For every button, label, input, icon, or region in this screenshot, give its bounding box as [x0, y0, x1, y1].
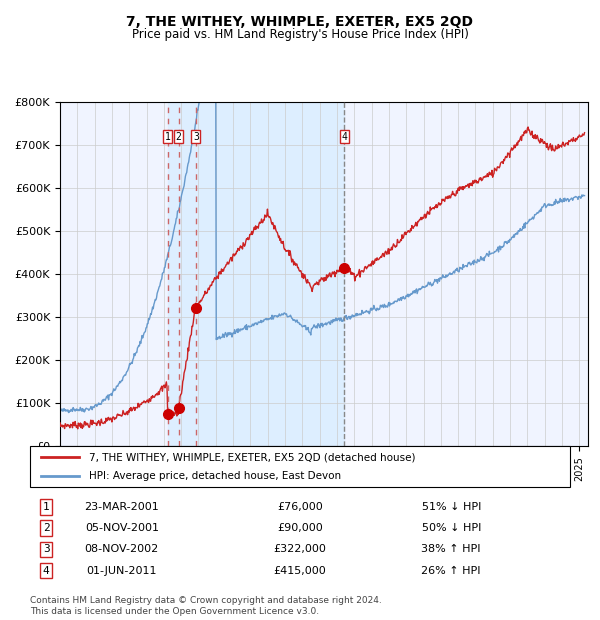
Text: 1: 1	[165, 131, 170, 142]
Text: 1: 1	[43, 502, 50, 512]
Text: 2: 2	[176, 131, 182, 142]
Text: 4: 4	[43, 565, 50, 575]
Text: HPI: Average price, detached house, East Devon: HPI: Average price, detached house, East…	[89, 471, 341, 481]
Text: 3: 3	[43, 544, 50, 554]
Text: 26% ↑ HPI: 26% ↑ HPI	[421, 565, 481, 575]
Text: 7, THE WITHEY, WHIMPLE, EXETER, EX5 2QD: 7, THE WITHEY, WHIMPLE, EXETER, EX5 2QD	[127, 16, 473, 30]
Text: 23-MAR-2001: 23-MAR-2001	[85, 502, 159, 512]
Text: 2: 2	[43, 523, 50, 533]
Text: £76,000: £76,000	[277, 502, 323, 512]
Text: 05-NOV-2001: 05-NOV-2001	[85, 523, 159, 533]
Text: 51% ↓ HPI: 51% ↓ HPI	[422, 502, 481, 512]
Text: £90,000: £90,000	[277, 523, 323, 533]
Text: 4: 4	[341, 131, 347, 142]
Text: Contains HM Land Registry data © Crown copyright and database right 2024.
This d: Contains HM Land Registry data © Crown c…	[30, 596, 382, 616]
Text: £322,000: £322,000	[274, 544, 326, 554]
Text: 38% ↑ HPI: 38% ↑ HPI	[421, 544, 481, 554]
Text: 50% ↓ HPI: 50% ↓ HPI	[422, 523, 481, 533]
Text: £415,000: £415,000	[274, 565, 326, 575]
Text: 08-NOV-2002: 08-NOV-2002	[85, 544, 159, 554]
Bar	[167, 102, 344, 446]
Text: 01-JUN-2011: 01-JUN-2011	[86, 565, 157, 575]
Text: 7, THE WITHEY, WHIMPLE, EXETER, EX5 2QD (detached house): 7, THE WITHEY, WHIMPLE, EXETER, EX5 2QD …	[89, 452, 416, 463]
Text: 3: 3	[193, 131, 199, 142]
Text: Price paid vs. HM Land Registry's House Price Index (HPI): Price paid vs. HM Land Registry's House …	[131, 28, 469, 41]
FancyBboxPatch shape	[30, 446, 570, 487]
